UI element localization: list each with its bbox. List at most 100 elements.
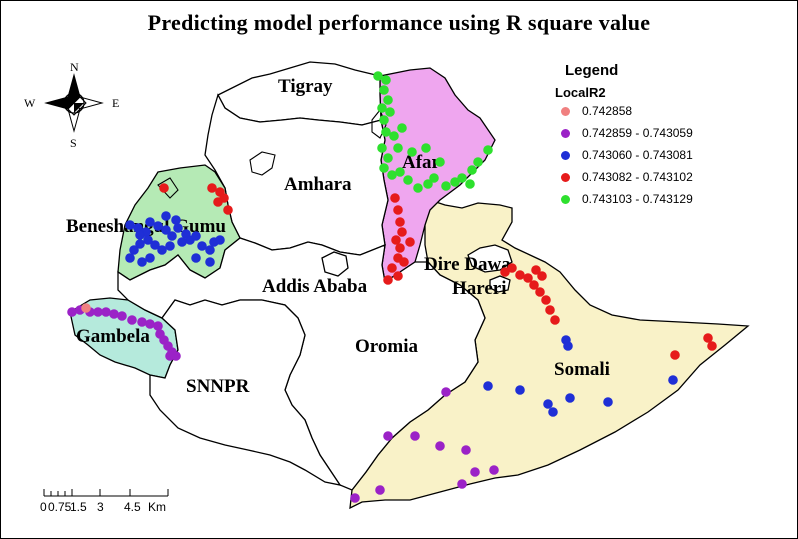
sample-point bbox=[467, 165, 477, 175]
sample-point bbox=[489, 465, 499, 475]
legend-label-2: 0.742859 - 0.743059 bbox=[582, 126, 693, 140]
legend-label-5: 0.743103 - 0.743129 bbox=[582, 192, 693, 206]
sample-point bbox=[150, 240, 160, 250]
scale-label-unit: Km bbox=[148, 500, 166, 514]
sample-point bbox=[410, 431, 420, 441]
sample-point bbox=[137, 257, 147, 267]
sample-point bbox=[395, 167, 405, 177]
sample-point bbox=[173, 223, 183, 233]
sample-point bbox=[207, 183, 217, 193]
sample-point bbox=[393, 271, 403, 281]
sample-point bbox=[387, 263, 397, 273]
sample-point bbox=[377, 103, 387, 113]
sample-point bbox=[507, 263, 517, 273]
sample-point bbox=[379, 115, 389, 125]
sample-point bbox=[529, 280, 539, 290]
sample-point bbox=[145, 253, 155, 263]
sample-point bbox=[393, 143, 403, 153]
sample-point bbox=[213, 197, 223, 207]
sample-point bbox=[159, 183, 169, 193]
region-snnpr bbox=[149, 299, 342, 486]
sample-point bbox=[191, 231, 201, 241]
sample-point bbox=[191, 253, 201, 263]
sample-point bbox=[373, 71, 383, 81]
sample-points-layer bbox=[67, 71, 717, 503]
sample-point bbox=[397, 123, 407, 133]
legend-field-name: LocalR2 bbox=[555, 85, 606, 100]
scale-bar bbox=[43, 489, 169, 497]
region-dire-dawa bbox=[467, 244, 513, 273]
sample-point bbox=[403, 175, 413, 185]
legend-label-1: 0.742858 bbox=[582, 104, 633, 118]
sample-point bbox=[515, 270, 525, 280]
legend-title: Legend bbox=[565, 62, 619, 79]
sample-point bbox=[81, 303, 91, 313]
sample-point bbox=[423, 179, 433, 189]
sample-point bbox=[405, 237, 415, 247]
label-afar: Afar bbox=[402, 152, 441, 173]
sample-point bbox=[145, 319, 155, 329]
legend-swatch-4 bbox=[561, 172, 570, 182]
sample-point bbox=[395, 217, 405, 227]
sample-point bbox=[523, 273, 533, 283]
legend-classes: 0.742858 0.742859 - 0.743059 0.743060 - … bbox=[555, 100, 755, 210]
sample-point bbox=[535, 287, 545, 297]
scale-label-4: 4.5 bbox=[124, 500, 141, 514]
sample-point bbox=[383, 275, 393, 285]
sample-point bbox=[223, 205, 233, 215]
label-gambela: Gambela bbox=[76, 326, 150, 347]
sample-point bbox=[125, 253, 135, 263]
sample-point bbox=[668, 375, 678, 385]
sample-point bbox=[205, 257, 215, 267]
sample-point bbox=[565, 393, 575, 403]
compass-s: S bbox=[70, 136, 77, 150]
sample-point bbox=[383, 431, 393, 441]
legend-swatch-1 bbox=[561, 106, 570, 116]
map-title: Predicting model performance using R squ… bbox=[147, 10, 651, 35]
sample-point bbox=[125, 220, 135, 230]
sample-point bbox=[161, 225, 171, 235]
sample-point bbox=[670, 350, 680, 360]
sample-point bbox=[117, 311, 127, 321]
sample-point bbox=[393, 205, 403, 215]
sample-point bbox=[390, 193, 400, 203]
sample-point bbox=[135, 230, 145, 240]
compass-n: N bbox=[70, 60, 79, 74]
sample-point bbox=[387, 170, 397, 180]
scale-label-0: 0 bbox=[40, 500, 47, 514]
sample-point bbox=[197, 241, 207, 251]
legend-class-5: 0.743103 - 0.743129 bbox=[561, 188, 755, 210]
sample-point bbox=[707, 341, 717, 351]
sample-point bbox=[531, 265, 541, 275]
sample-point bbox=[93, 307, 103, 317]
sample-point bbox=[541, 295, 551, 305]
scale-bar-labels: 0 0.75 1.5 3 4.5 Km bbox=[40, 500, 240, 516]
label-oromia: Oromia bbox=[355, 336, 418, 357]
sample-point bbox=[385, 107, 395, 117]
sample-point bbox=[407, 147, 417, 157]
sample-point bbox=[157, 245, 167, 255]
sample-point bbox=[548, 407, 558, 417]
sample-point bbox=[457, 173, 467, 183]
sample-point bbox=[483, 145, 493, 155]
sample-point bbox=[395, 243, 405, 253]
sample-point bbox=[381, 75, 391, 85]
sample-point bbox=[377, 143, 387, 153]
zone-outline bbox=[157, 177, 179, 199]
sample-point bbox=[603, 397, 613, 407]
compass-e: E bbox=[112, 96, 119, 110]
sample-point bbox=[137, 317, 147, 327]
legend-class-1: 0.742858 bbox=[561, 100, 755, 122]
sample-point bbox=[350, 493, 360, 503]
scale-label-2: 1.5 bbox=[70, 500, 87, 514]
legend: Legend LocalR2 0.742858 0.742859 - 0.743… bbox=[555, 62, 755, 210]
north-arrow-compass: N S E W bbox=[24, 60, 119, 150]
sample-point bbox=[383, 95, 393, 105]
legend-label-3: 0.743060 - 0.743081 bbox=[582, 148, 693, 162]
legend-label-4: 0.743082 - 0.743102 bbox=[582, 170, 693, 184]
sample-point bbox=[703, 333, 713, 343]
sample-point bbox=[215, 235, 225, 245]
sample-point bbox=[165, 351, 175, 361]
legend-class-4: 0.743082 - 0.743102 bbox=[561, 166, 755, 188]
